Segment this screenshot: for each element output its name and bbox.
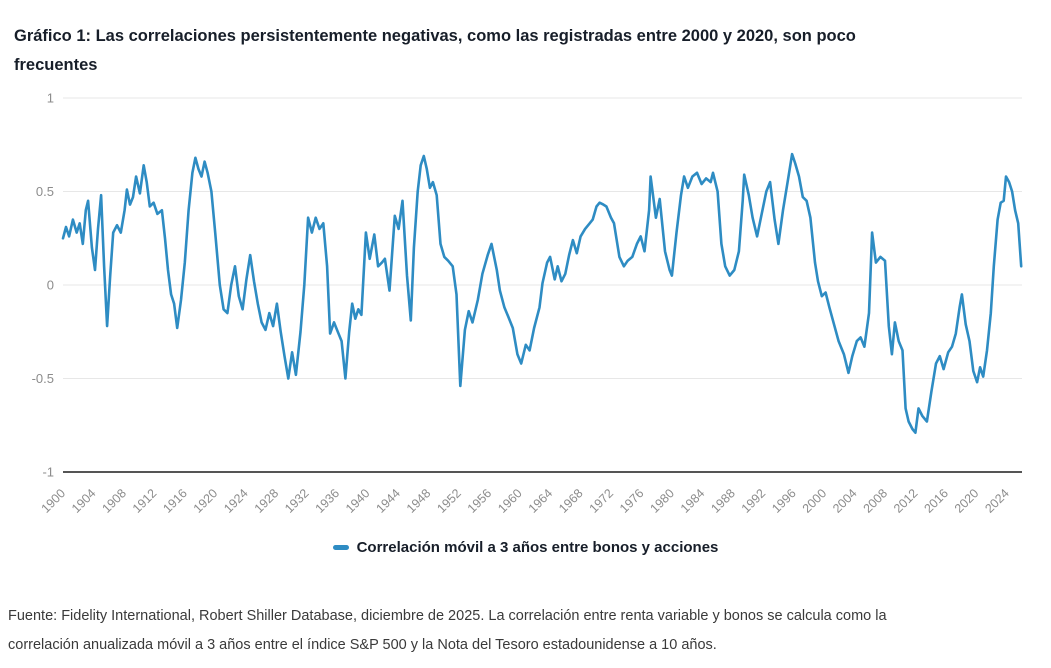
x-tick-label: 2008 [861,486,891,516]
x-tick-label: 1912 [130,486,160,516]
x-tick-label: 1980 [647,486,677,516]
source-note: Fuente: Fidelity International, Robert S… [8,602,1043,659]
series-line [61,152,1023,434]
x-tick-label: 1924 [221,486,251,516]
chart-title: Gráfico 1: Las correlaciones persistente… [14,22,1037,80]
x-tick-label: 1908 [99,486,129,516]
x-tick-label: 1964 [526,486,556,516]
x-tick-label: 1920 [191,486,221,516]
x-tick-label: 1940 [343,486,373,516]
x-tick-label: 1960 [495,486,525,516]
x-tick-label: 1904 [69,486,99,516]
legend-line-swatch [332,545,349,550]
y-tick-label: 1 [47,91,54,106]
x-tick-label: 1944 [373,486,403,516]
x-tick-label: 2004 [830,486,860,516]
x-tick-label: 2016 [921,486,951,516]
x-tick-label: 1928 [252,486,282,516]
x-tick-label: 2020 [952,486,982,516]
y-tick-label: -1 [42,465,54,480]
chart-title-line1: Gráfico 1: Las correlaciones persistente… [14,26,856,45]
x-tick-label: 1936 [313,486,343,516]
x-tick-label: 2012 [891,486,921,516]
legend-label: Correlación móvil a 3 años entre bonos y… [356,539,719,556]
x-tick-label: 1900 [39,486,69,516]
x-tick-label: 1976 [617,486,647,516]
x-tick-label: 1932 [282,486,312,516]
x-tick-label: 1952 [434,486,464,516]
x-tick-label: 1948 [404,486,434,516]
x-tick-label: 1996 [769,486,799,516]
source-note-line2: correlación anualizada móvil a 3 años en… [8,636,717,653]
x-tick-label: 1956 [465,486,495,516]
x-tick-label: 1984 [678,486,708,516]
source-note-line1: Fuente: Fidelity International, Robert S… [8,608,887,624]
x-tick-label: 1968 [556,486,586,516]
x-tick-label: 1988 [708,486,738,516]
x-tick-label: 1972 [587,486,617,516]
chart-legend[interactable]: Correlación móvil a 3 años entre bonos y… [0,539,1051,556]
y-tick-label: -0.5 [32,371,54,386]
x-tick-label: 2024 [982,486,1012,516]
y-tick-label: 0 [47,278,54,293]
chart-title-line2: frecuentes [14,55,98,74]
x-tick-label: 2000 [800,486,830,516]
y-tick-label: 0.5 [36,184,54,199]
x-tick-label: 1916 [160,486,190,516]
x-tick-label: 1992 [739,486,769,516]
